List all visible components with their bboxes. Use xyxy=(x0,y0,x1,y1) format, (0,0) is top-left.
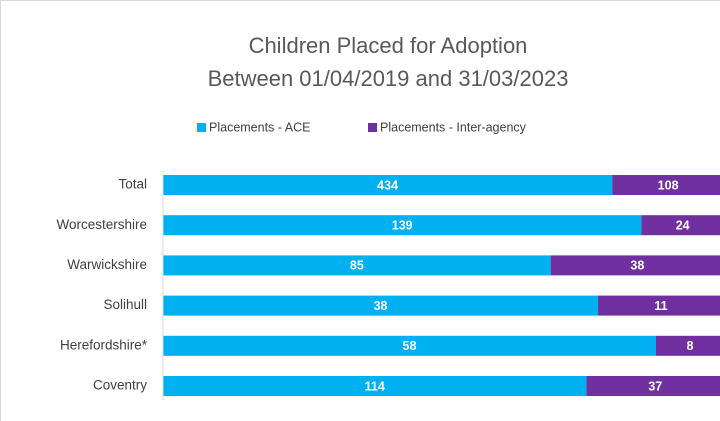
data-label: 114 xyxy=(365,379,385,393)
bar-segment xyxy=(641,215,720,236)
data-label: 85 xyxy=(350,259,364,273)
category-label: Herefordshire* xyxy=(60,337,148,352)
legend-label: Placements - Inter-agency xyxy=(380,120,527,134)
data-label: 37 xyxy=(648,379,662,393)
chart-subtitle: Between 01/04/2019 and 31/03/2023 xyxy=(208,66,569,91)
data-label: 38 xyxy=(374,299,388,313)
bar-segment xyxy=(163,215,642,236)
bar-segment xyxy=(612,175,720,195)
bar-segment xyxy=(163,335,656,356)
legend-swatch xyxy=(197,123,206,132)
category-label: Solihull xyxy=(103,297,147,312)
data-label: 108 xyxy=(658,178,679,192)
bar-segment xyxy=(586,376,720,396)
bar-segment xyxy=(163,175,613,195)
data-label: 434 xyxy=(377,178,398,192)
chart-title: Children Placed for Adoption xyxy=(249,33,528,58)
bar-segment xyxy=(550,255,720,276)
data-label: 24 xyxy=(676,218,690,232)
category-label: Worcestershire xyxy=(56,217,147,232)
bar-segment xyxy=(598,295,720,316)
data-label: 11 xyxy=(654,299,667,313)
bar-segment xyxy=(656,335,720,356)
data-label: 38 xyxy=(630,259,644,273)
bar-segment xyxy=(163,376,587,396)
bar-segment xyxy=(163,255,551,276)
legend-swatch xyxy=(368,123,377,132)
data-label: 8 xyxy=(687,339,694,353)
category-label: Coventry xyxy=(93,378,147,393)
data-label: 58 xyxy=(403,339,417,353)
category-label: Warwickshire xyxy=(67,257,147,272)
category-label: Total xyxy=(118,177,147,192)
data-label: 139 xyxy=(392,218,413,232)
legend-label: Placements - ACE xyxy=(209,120,310,134)
bar-segment xyxy=(163,295,599,316)
